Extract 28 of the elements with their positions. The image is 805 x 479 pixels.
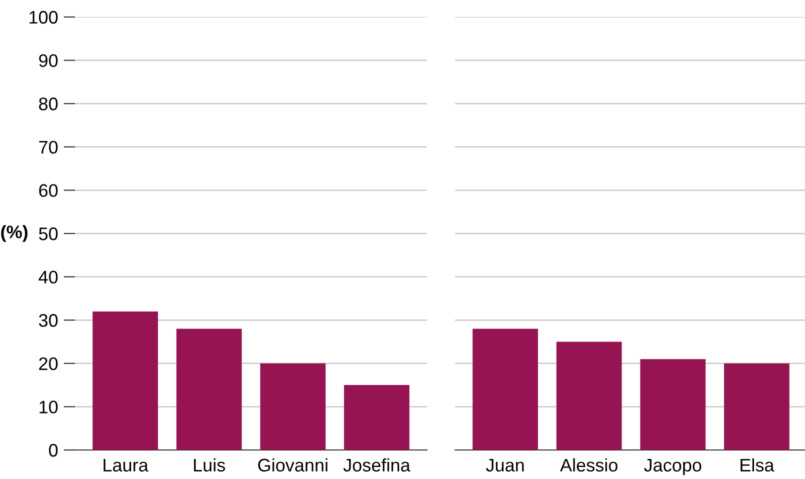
y-tick-label: 40 (38, 270, 58, 284)
bar (344, 385, 410, 450)
bar (176, 328, 242, 450)
y-tick-label: 100 (30, 10, 58, 24)
x-tick-label: Josefina (343, 458, 410, 472)
x-tick-label: Jacopo (644, 458, 702, 476)
y-tick-label: 90 (39, 54, 58, 68)
bar (556, 342, 622, 450)
bar (724, 363, 790, 450)
x-tick-label: Elsa (740, 458, 774, 472)
x-tick-label: Juan (486, 458, 524, 472)
x-tick-label: Giovanni (258, 458, 328, 472)
y-tick-label: 70 (39, 140, 58, 154)
y-tick-label: 50 (38, 227, 58, 240)
y-tick-label: 80 (39, 98, 58, 110)
y-tick-label: 30 (38, 314, 58, 327)
bar (92, 311, 158, 450)
y-tick-label: 0 (49, 444, 58, 457)
x-tick-label: Alessio (560, 458, 618, 472)
bar (260, 363, 326, 450)
y-axis-title: (%) (1, 225, 28, 242)
x-tick-label: Luis (194, 458, 226, 472)
x-tick-label: Laura (104, 458, 148, 472)
y-tick-label: 20 (39, 357, 58, 370)
y-tick-label: 10 (40, 400, 58, 414)
bar (472, 328, 538, 450)
bar (640, 359, 706, 450)
y-tick-label: 60 (39, 184, 58, 197)
